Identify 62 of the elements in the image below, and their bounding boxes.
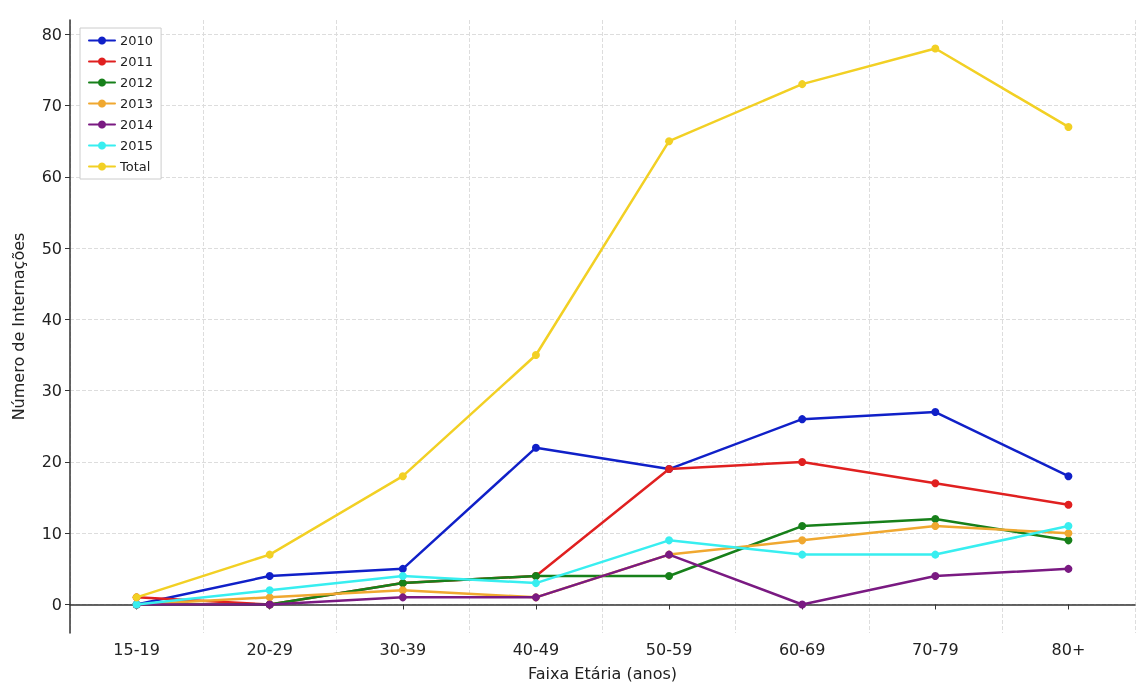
- legend-label: Total: [119, 159, 151, 174]
- point: [1064, 522, 1073, 531]
- point: [1064, 122, 1073, 131]
- point: [798, 80, 807, 89]
- x-axis-title: Faixa Etária (anos): [528, 663, 677, 683]
- point: [931, 571, 940, 580]
- y-tick-label: 10: [41, 523, 62, 543]
- point: [931, 550, 940, 559]
- point: [931, 522, 940, 531]
- x-tick-label: 15-19: [113, 639, 160, 659]
- point: [798, 415, 807, 424]
- point: [931, 479, 940, 488]
- x-tick-label: 70-79: [912, 639, 959, 659]
- point: [798, 600, 807, 609]
- y-tick-label: 20: [41, 452, 62, 472]
- point: [798, 550, 807, 559]
- point: [665, 536, 674, 545]
- point: [531, 351, 540, 360]
- point: [398, 593, 407, 602]
- x-tick-label: 40-49: [512, 639, 560, 659]
- x-tick-label: 60-69: [778, 639, 826, 659]
- point: [531, 579, 540, 588]
- point: [265, 550, 274, 559]
- x-tick-label: 80+: [1051, 639, 1086, 659]
- legend-label: 2014: [120, 117, 154, 132]
- legend-label: 2015: [120, 138, 154, 153]
- y-tick-label: 60: [41, 167, 62, 187]
- point: [1064, 472, 1073, 481]
- x-tick-label: 30-39: [379, 639, 427, 659]
- legend-label: 2010: [120, 33, 154, 48]
- point: [798, 522, 807, 531]
- y-tick-label: 70: [41, 96, 62, 116]
- point: [398, 571, 407, 580]
- point: [1064, 529, 1073, 538]
- x-tick-label: 50-59: [645, 639, 693, 659]
- point: [398, 586, 407, 595]
- point: [1064, 536, 1073, 545]
- point: [665, 571, 674, 580]
- point: [931, 44, 940, 53]
- point: [931, 408, 940, 417]
- legend-label: 2013: [120, 96, 154, 111]
- point: [1064, 500, 1073, 509]
- point: [398, 564, 407, 573]
- y-axis-title: Número de Internações: [8, 232, 28, 421]
- point: [265, 571, 274, 580]
- x-tick-label: 20-29: [246, 639, 293, 659]
- y-tick-label: 40: [41, 309, 62, 329]
- y-tick-label: 50: [41, 238, 62, 258]
- point: [265, 586, 274, 595]
- point: [531, 443, 540, 452]
- y-tick-label: 0: [51, 594, 62, 614]
- point: [798, 457, 807, 466]
- point: [398, 472, 407, 481]
- point: [798, 536, 807, 545]
- y-tick-label: 30: [41, 381, 62, 401]
- y-tick-label: 80: [41, 24, 62, 44]
- point: [665, 137, 674, 146]
- point: [931, 514, 940, 523]
- point: [1064, 564, 1073, 573]
- legend-label: 2012: [120, 75, 154, 90]
- point: [265, 593, 274, 602]
- legend-label: 2011: [120, 54, 154, 69]
